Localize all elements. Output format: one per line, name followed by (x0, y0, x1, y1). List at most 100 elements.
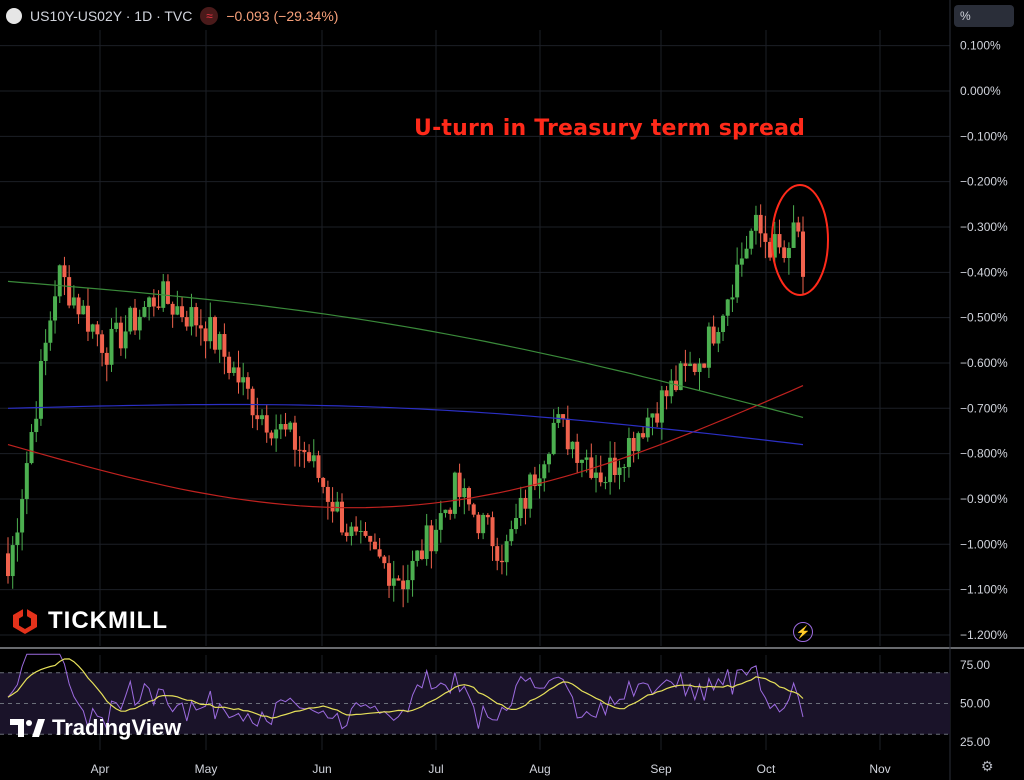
candle (537, 478, 542, 487)
candle (391, 578, 396, 586)
candle (377, 549, 382, 557)
candle (419, 550, 424, 559)
candle (471, 504, 476, 515)
candle (434, 529, 439, 552)
candle (542, 464, 547, 479)
candle (363, 530, 368, 536)
candle (302, 449, 307, 453)
candle (626, 438, 631, 468)
candle (579, 459, 584, 463)
rsi-tick-label: 75.00 (960, 658, 990, 672)
candle (307, 452, 312, 462)
candle (716, 332, 721, 344)
candle (387, 563, 392, 586)
candle (546, 454, 551, 465)
candle (95, 324, 100, 335)
candle (721, 315, 726, 333)
candle (297, 449, 302, 451)
candle (236, 367, 241, 383)
candle (85, 305, 90, 332)
rsi-tick-label: 25.00 (960, 735, 990, 749)
y-tick-label: −0.700% (960, 401, 1008, 415)
gear-icon[interactable]: ⚙ (981, 758, 994, 774)
candle (495, 546, 500, 561)
y-tick-label: 0.100% (960, 39, 1001, 53)
symbol-title: US10Y-US02Y · 1D · TVC (30, 8, 193, 24)
x-tick-label: Nov (869, 762, 890, 776)
candle (424, 525, 429, 559)
candle (481, 514, 486, 534)
candle (415, 550, 420, 561)
symbol-logo-icon (6, 8, 22, 24)
candle (443, 509, 448, 514)
candle (264, 415, 269, 433)
x-tick-label: Jul (428, 762, 443, 776)
candle (137, 316, 142, 331)
candle (104, 352, 109, 365)
candle (631, 438, 636, 452)
price-change: −0.093 (−29.34%) (226, 8, 339, 24)
candle (768, 241, 773, 258)
candle (772, 234, 777, 258)
candle (650, 413, 655, 418)
candle (283, 424, 288, 430)
candle (570, 441, 575, 450)
candle (749, 230, 754, 249)
candle (702, 363, 707, 368)
y-tick-label: −0.400% (960, 265, 1008, 279)
candle (462, 488, 467, 498)
rsi-ma-line (7, 658, 804, 719)
x-tick-label: Jun (312, 762, 331, 776)
candle (655, 413, 660, 423)
ma-blue-line (7, 403, 804, 446)
candle (499, 560, 504, 563)
candle (321, 477, 326, 487)
candle (452, 472, 457, 514)
candle (608, 457, 613, 483)
candle (467, 488, 472, 505)
candle (735, 264, 740, 298)
candle (222, 334, 227, 357)
candle (260, 415, 265, 420)
symbol-header: US10Y-US02Y · 1D · TVC ≈ −0.093 (−29.34%… (6, 6, 338, 26)
y-tick-label: 0.000% (960, 84, 1001, 98)
candle (128, 307, 133, 332)
candle (339, 501, 344, 533)
y-tick-label: −0.500% (960, 311, 1008, 325)
candle (688, 363, 693, 367)
candle (38, 361, 43, 419)
x-tick-label: Oct (757, 762, 776, 776)
tradingview-icon (10, 719, 45, 737)
candle (175, 306, 180, 315)
candle (617, 467, 622, 475)
candle (514, 517, 519, 530)
candle (575, 441, 580, 463)
candle (217, 334, 222, 350)
tickmill-wordmark: TICKMILL (48, 607, 168, 634)
candle (410, 560, 415, 581)
candle (758, 214, 763, 234)
candle (114, 322, 119, 329)
candle (245, 377, 250, 389)
candle (603, 482, 608, 484)
candle (636, 433, 641, 452)
candle (739, 258, 744, 265)
percent-scale-button[interactable]: % (954, 5, 1014, 27)
candle (180, 306, 185, 318)
candle (24, 463, 29, 500)
candle (368, 535, 373, 542)
candle (123, 331, 128, 349)
candle (335, 501, 340, 512)
candle (801, 231, 805, 277)
candle (198, 325, 203, 329)
lightning-icon[interactable]: ⚡ (793, 622, 813, 642)
candle (269, 432, 274, 439)
y-tick-label: −0.200% (960, 175, 1008, 189)
tradingview-logo: TradingView (10, 715, 181, 741)
candle (711, 326, 716, 344)
candle (62, 265, 67, 278)
candle (170, 303, 175, 315)
candle (231, 367, 236, 373)
candle (589, 457, 594, 478)
